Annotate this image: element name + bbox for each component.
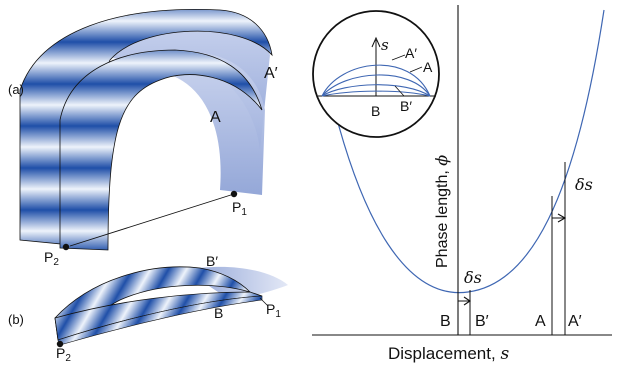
delta-label-min: δs — [464, 268, 482, 287]
inset-curve-a-prime — [321, 64, 431, 97]
inset-label-a-prime: A′ — [405, 45, 417, 61]
surface-a-prime-back — [105, 17, 270, 150]
label-a-prime: A′ — [264, 65, 278, 82]
label-b: B — [214, 305, 223, 321]
inset-label-b-prime: B′ — [400, 98, 412, 114]
bottom-label-a: A — [535, 313, 546, 330]
panel-b-diagram: (b) B′ B P1 P2 — [8, 253, 288, 364]
inset-leader-a-prime — [391, 54, 406, 61]
connector-p2-p1 — [69, 193, 235, 247]
bottom-label-b-prime: B′ — [475, 313, 489, 330]
bottom-label-a-prime: A′ — [568, 313, 582, 330]
label-a: A — [210, 109, 221, 126]
point-p1-a — [230, 190, 238, 198]
inset-leader-a — [409, 66, 423, 73]
inset-label-b: B — [371, 103, 380, 119]
label-p2-a: P2 — [44, 249, 59, 268]
point-p2-b — [56, 340, 64, 348]
phase-length-graph: Phase length, ϕ Displacement, s B B′ A A… — [312, 5, 612, 364]
leader-p1-b — [259, 297, 269, 307]
inset-diagram: s A′ A B′ B — [312, 10, 440, 138]
delta-label-branch: δs — [575, 175, 593, 194]
delta-arrow-branch — [552, 213, 567, 223]
bottom-label-b: B — [440, 313, 451, 330]
panel-a-diagram: (a) A′ A P1 P2 — [8, 9, 278, 268]
label-p2-b: P2 — [56, 345, 71, 364]
inset-s-label: s — [381, 36, 389, 54]
panel-a-label: (a) — [8, 82, 24, 97]
inset-s-arrow — [371, 36, 381, 48]
y-axis-label: Phase length, ϕ — [432, 155, 451, 268]
point-p2-a — [62, 243, 70, 251]
inset-label-a: A — [423, 59, 433, 75]
inset-curve-b — [321, 90, 431, 97]
delta-arrow-min — [458, 296, 471, 306]
surface-a-back — [150, 52, 265, 196]
phase-length-curve — [324, 9, 605, 294]
panel-b-label: (b) — [8, 312, 24, 327]
label-p1-a: P1 — [232, 199, 247, 218]
inset-curve-b-prime — [321, 84, 431, 97]
label-p1-b: P1 — [266, 301, 281, 320]
inset-curve-a — [321, 74, 431, 97]
label-b-prime: B′ — [206, 253, 218, 269]
x-axis-label: Displacement, s — [388, 344, 509, 364]
surface-a-front — [59, 49, 263, 251]
inset-leader-b-prime — [394, 85, 405, 97]
